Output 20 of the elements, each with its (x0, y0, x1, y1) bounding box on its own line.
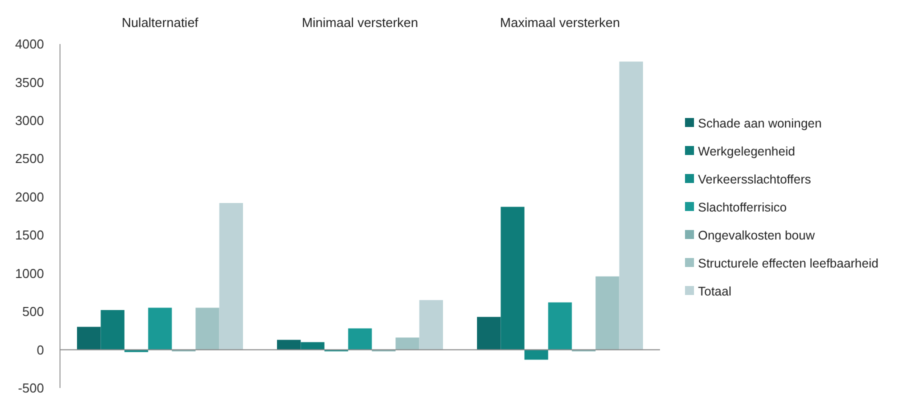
x-tick-label: Minimaal versterken (302, 15, 418, 30)
y-tick-label: -500 (18, 380, 44, 396)
y-tick-label: 2500 (15, 151, 44, 166)
x-tick-label: Maximaal versterken (500, 15, 620, 30)
y-tick-label: 4000 (15, 36, 44, 52)
y-tick-label: 500 (22, 304, 44, 320)
y-tick-label: 2000 (15, 189, 44, 204)
legend-label: Structurele effecten leefbaarheid (698, 256, 878, 270)
y-tick-label: 0 (36, 342, 44, 358)
legend-label: Ongevalkosten bouw (698, 228, 816, 242)
legend-label: Slachtofferrisico (698, 200, 787, 214)
legend-label: Werkgelegenheid (698, 144, 796, 158)
y-tick-label: 1500 (15, 228, 44, 243)
y-tick-label: 3500 (15, 74, 44, 90)
y-tick-label: 1000 (15, 266, 44, 281)
y-tick-label: 3000 (15, 112, 44, 128)
legend-label: Totaal (698, 284, 732, 298)
legend-label: Verkeersslachtoffers (698, 172, 812, 186)
x-tick-label: Nulalternatief (122, 15, 199, 30)
legend-label: Schade aan woningen (698, 116, 822, 130)
